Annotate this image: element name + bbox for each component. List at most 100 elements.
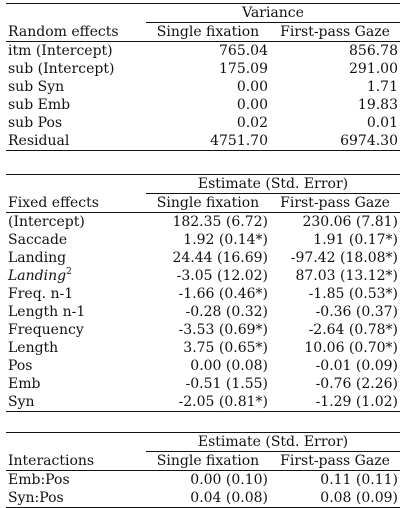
fixed-row: Emb -0.51 (1.55) -0.76 (2.26) (6, 375, 400, 393)
fixed-first-pass-gaze-value: -97.42 (18.08*) (290, 250, 399, 266)
fixed-single-fixation-value: 1.92 (0.14*) (183, 232, 268, 248)
random-first-pass-gaze-value: 291.00 (349, 61, 398, 77)
random-effects-label: Random effects (6, 22, 146, 42)
fixed-row: Frequency -3.53 (0.69*) -2.64 (0.78*) (6, 321, 400, 339)
fixed-single-fixation-value: -3.05 (12.02) (176, 268, 268, 284)
random-single-fixation-value: 175.09 (219, 61, 268, 77)
fixed-row-label-text: Length (8, 340, 59, 356)
fixed-first-pass-gaze-value: -0.76 (2.26) (315, 376, 399, 392)
fixed-row: Length n-1 -0.28 (0.32) -0.36 (0.37) (6, 303, 400, 321)
fixed-effects-body: (Intercept) 182.35 (6.72) 230.06 (7.81) Sac… (6, 213, 401, 412)
random-group-header: Variance (146, 3, 400, 23)
interactions-row-label: Syn:Pos (6, 489, 146, 508)
interactions-row: Emb:Pos 0.00 (0.10) 0.11 (0.11) (6, 471, 400, 490)
fixed-row-label-superscript: 2 (66, 267, 72, 277)
random-single-fixation-value: 765.04 (219, 43, 268, 59)
fixed-single-fixation-value: 24.44 (16.69) (172, 250, 268, 266)
fixed-row-label-text: Length n-1 (8, 304, 86, 320)
fixed-row-label: Pos (6, 357, 146, 375)
random-col-first-pass-gaze: First-pass Gaze (270, 22, 400, 42)
fixed-single-fixation-value: -1.66 (0.46*) (178, 286, 268, 302)
interactions-col-single-fixation: Single fixation (146, 451, 270, 471)
fixed-row-label: Landing (6, 249, 146, 267)
fixed-row-label: Syn (6, 393, 146, 412)
fixed-single-fixation-value: -2.05 (0.81*) (146, 393, 270, 412)
random-row: sub Syn 0.00 1.71 (6, 78, 400, 96)
random-effects-body: itm (Intercept) 765.04 856.78 sub (Intercep… (6, 42, 400, 151)
fixed-row-label: Saccade (6, 231, 146, 249)
interactions-group-header-row: Estimate (Std. Error) (6, 432, 401, 452)
fixed-first-pass-gaze-value: 87.03 (13.12*) (295, 268, 399, 284)
interactions-first-pass-gaze-value: 0.11 (0.11) (320, 472, 399, 488)
fixed-effects-table: Estimate (Std. Error) Fixed effects Sing… (6, 174, 401, 412)
interactions-row-label-text: Syn:Pos (8, 490, 64, 506)
fixed-row-label-text: Saccade (8, 232, 68, 248)
interactions-single-fixation-value: 0.00 (0.10) (190, 472, 268, 488)
random-row: itm (Intercept) 765.04 856.78 (6, 42, 400, 61)
interactions-header-spacer (6, 432, 146, 452)
random-row-label-text: sub Emb (8, 97, 71, 113)
fixed-row: Length 3.75 (0.65*) 10.06 (0.70*) (6, 339, 400, 357)
random-first-pass-gaze-value: 0.01 (366, 115, 398, 131)
fixed-row-label-text: Pos (8, 358, 33, 374)
random-row-label: Residual (6, 132, 146, 151)
random-first-pass-gaze-value: 19.83 (357, 97, 398, 113)
random-single-fixation-value: 0.00 (236, 97, 268, 113)
fixed-single-fixation-value: -0.28 (0.32) (185, 304, 268, 320)
random-single-fixation-value: 0.02 (236, 115, 268, 131)
interactions-first-pass-gaze-value: 0.08 (0.09) (270, 489, 401, 508)
fixed-first-pass-gaze-value: -0.01 (0.09) (315, 358, 399, 374)
interactions-col-first-pass-gaze: First-pass Gaze (270, 451, 401, 471)
fixed-row-label: Length n-1 (6, 303, 146, 321)
random-row-label: sub Emb (6, 96, 146, 114)
fixed-row-label-text: Freq. n-1 (8, 286, 74, 302)
random-row-label: sub Pos (6, 114, 146, 132)
fixed-single-fixation-value: 0.00 (0.08) (190, 358, 268, 374)
fixed-row-label: Freq. n-1 (6, 285, 146, 303)
random-first-pass-gaze-value: 1.71 (366, 79, 398, 95)
fixed-single-fixation-value: -0.51 (1.55) (185, 376, 268, 392)
random-first-pass-gaze-value: 6974.30 (270, 132, 400, 151)
fixed-row: Freq. n-1 -1.66 (0.46*) -1.85 (0.53*) (6, 285, 400, 303)
random-header-spacer (6, 3, 146, 23)
fixed-effects-label: Fixed effects (6, 193, 146, 213)
fixed-row-label: (Intercept) (6, 213, 146, 232)
interactions-row-label: Emb:Pos (6, 471, 146, 490)
random-group-header-row: Variance (6, 3, 400, 23)
interactions-table: Estimate (Std. Error) Interactions Singl… (6, 432, 401, 508)
fixed-group-header-row: Estimate (Std. Error) (6, 174, 401, 194)
random-first-pass-gaze-value: 856.78 (349, 43, 398, 59)
fixed-row-label: Length (6, 339, 146, 357)
random-row-label: sub (Intercept) (6, 60, 146, 78)
fixed-header-spacer (6, 174, 146, 194)
fixed-row-label: Frequency (6, 321, 146, 339)
fixed-col-first-pass-gaze: First-pass Gaze (270, 193, 401, 213)
fixed-first-pass-gaze-value: 230.06 (7.81) (302, 214, 399, 230)
fixed-row: Syn -2.05 (0.81*) -1.29 (1.02) (6, 393, 401, 412)
fixed-row-label-text: Emb (8, 376, 41, 392)
random-col-single-fixation: Single fixation (146, 22, 270, 42)
random-row-label-text: Residual (8, 133, 70, 149)
fixed-row-label-text: Landing (8, 268, 67, 284)
fixed-first-pass-gaze-value: 1.91 (0.17*) (313, 232, 399, 248)
fixed-first-pass-gaze-value: 10.06 (0.70*) (304, 340, 399, 356)
fixed-row-label: Emb (6, 375, 146, 393)
random-row-label: sub Syn (6, 78, 146, 96)
fixed-group-header: Estimate (Std. Error) (146, 174, 401, 194)
random-row: sub (Intercept) 175.09 291.00 (6, 60, 400, 78)
fixed-column-header-row: Fixed effects Single fixation First-pass… (6, 193, 401, 213)
random-effects-table: Variance Random effects Single fixation … (6, 3, 400, 151)
fixed-row-label-text: Landing (8, 250, 67, 266)
random-row-label-text: itm (Intercept) (8, 43, 113, 59)
random-row: Residual 4751.70 6974.30 (6, 132, 400, 151)
interactions-label: Interactions (6, 451, 146, 471)
interactions-row-label-text: Emb:Pos (8, 472, 70, 488)
interactions-body: Emb:Pos 0.00 (0.10) 0.11 (0.11) Syn:Pos 0.04… (6, 471, 401, 508)
random-row-label-text: sub Pos (8, 115, 63, 131)
fixed-row: (Intercept) 182.35 (6.72) 230.06 (7.81) (6, 213, 400, 232)
fixed-row-label-text: Syn (8, 394, 35, 410)
fixed-first-pass-gaze-value: -1.85 (0.53*) (308, 286, 399, 302)
fixed-row-label-text: (Intercept) (8, 214, 85, 230)
fixed-row-label-text: Frequency (8, 322, 84, 338)
